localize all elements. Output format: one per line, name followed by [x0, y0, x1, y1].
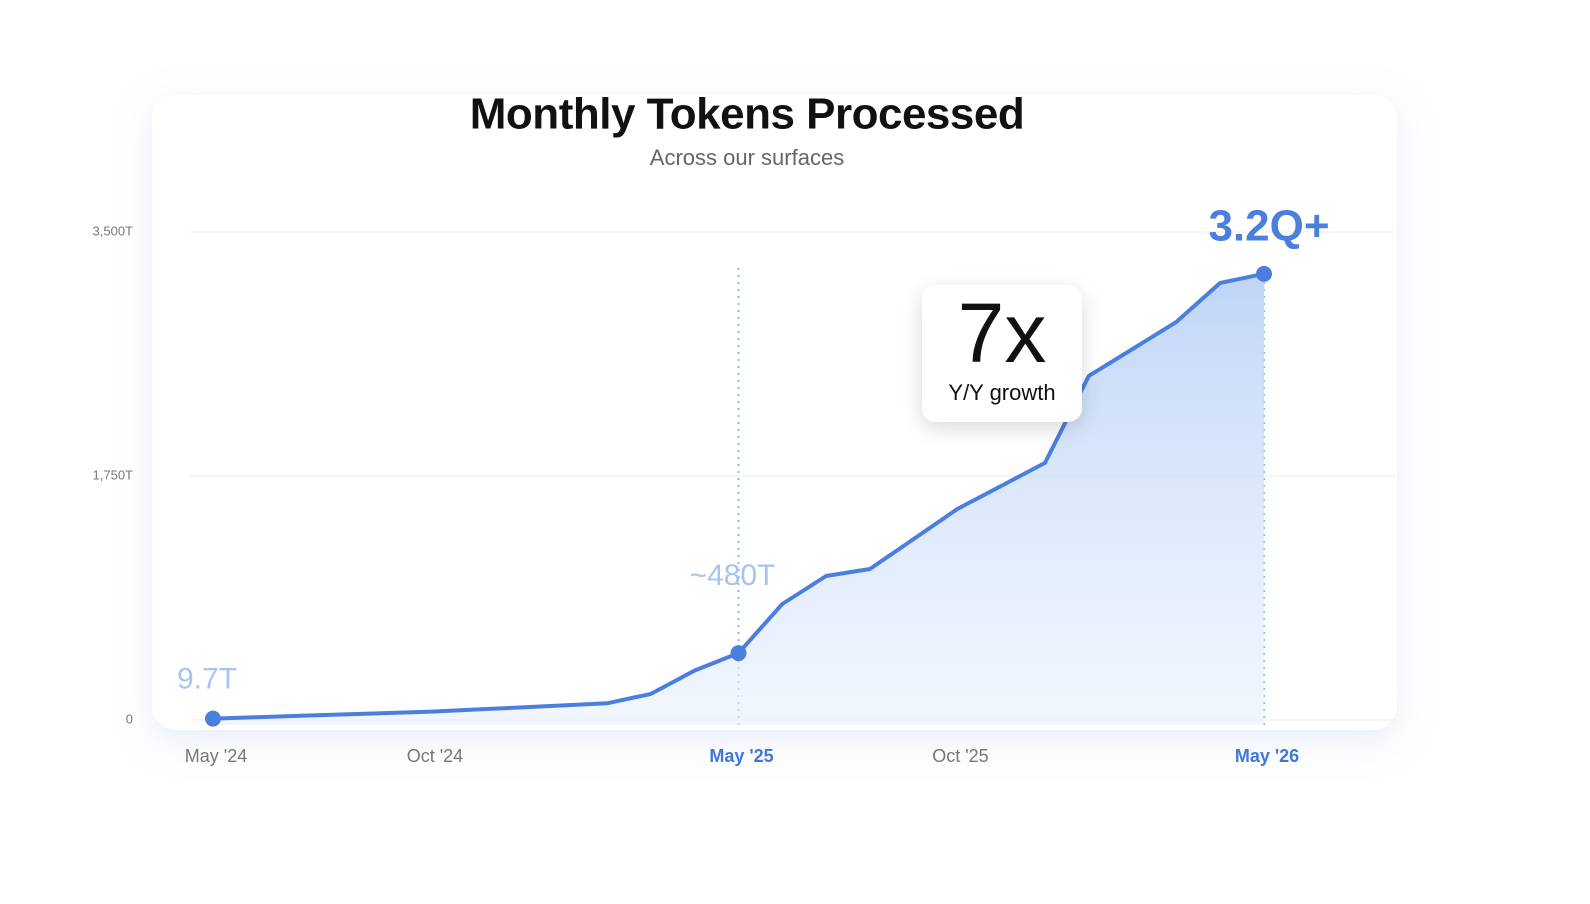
x-tick-label: May '26	[1235, 746, 1299, 766]
point	[205, 710, 221, 727]
value-label: 9.7T	[177, 663, 237, 696]
x-tick-label: Oct '24	[407, 746, 463, 766]
callout: 7x Y/Y growth	[922, 285, 1082, 422]
callout-caption: Y/Y growth	[948, 380, 1055, 405]
chart-title: Monthly Tokens Processed	[470, 90, 1024, 139]
chart-subtitle: Across our surfaces	[650, 145, 844, 170]
point	[730, 645, 747, 662]
value-label: ~480T	[690, 559, 776, 592]
value-label: 3.2Q+	[1208, 202, 1329, 251]
plot: 0 1,750T 3,500T May '24 Oct '24 May '25 Oct '2…	[93, 202, 1395, 766]
x-tick-label: May '24	[185, 746, 247, 766]
x-tick-label: Oct '25	[932, 746, 988, 766]
y-tick-label: 0	[126, 711, 133, 726]
y-tick-label: 3,500T	[93, 223, 134, 238]
x-tick-label: May '25	[709, 746, 773, 766]
point	[1256, 265, 1272, 282]
callout-box	[922, 285, 1082, 422]
y-tick-label: 1,750T	[93, 467, 134, 482]
area	[213, 273, 1264, 725]
callout-headline: 7x	[958, 286, 1047, 380]
